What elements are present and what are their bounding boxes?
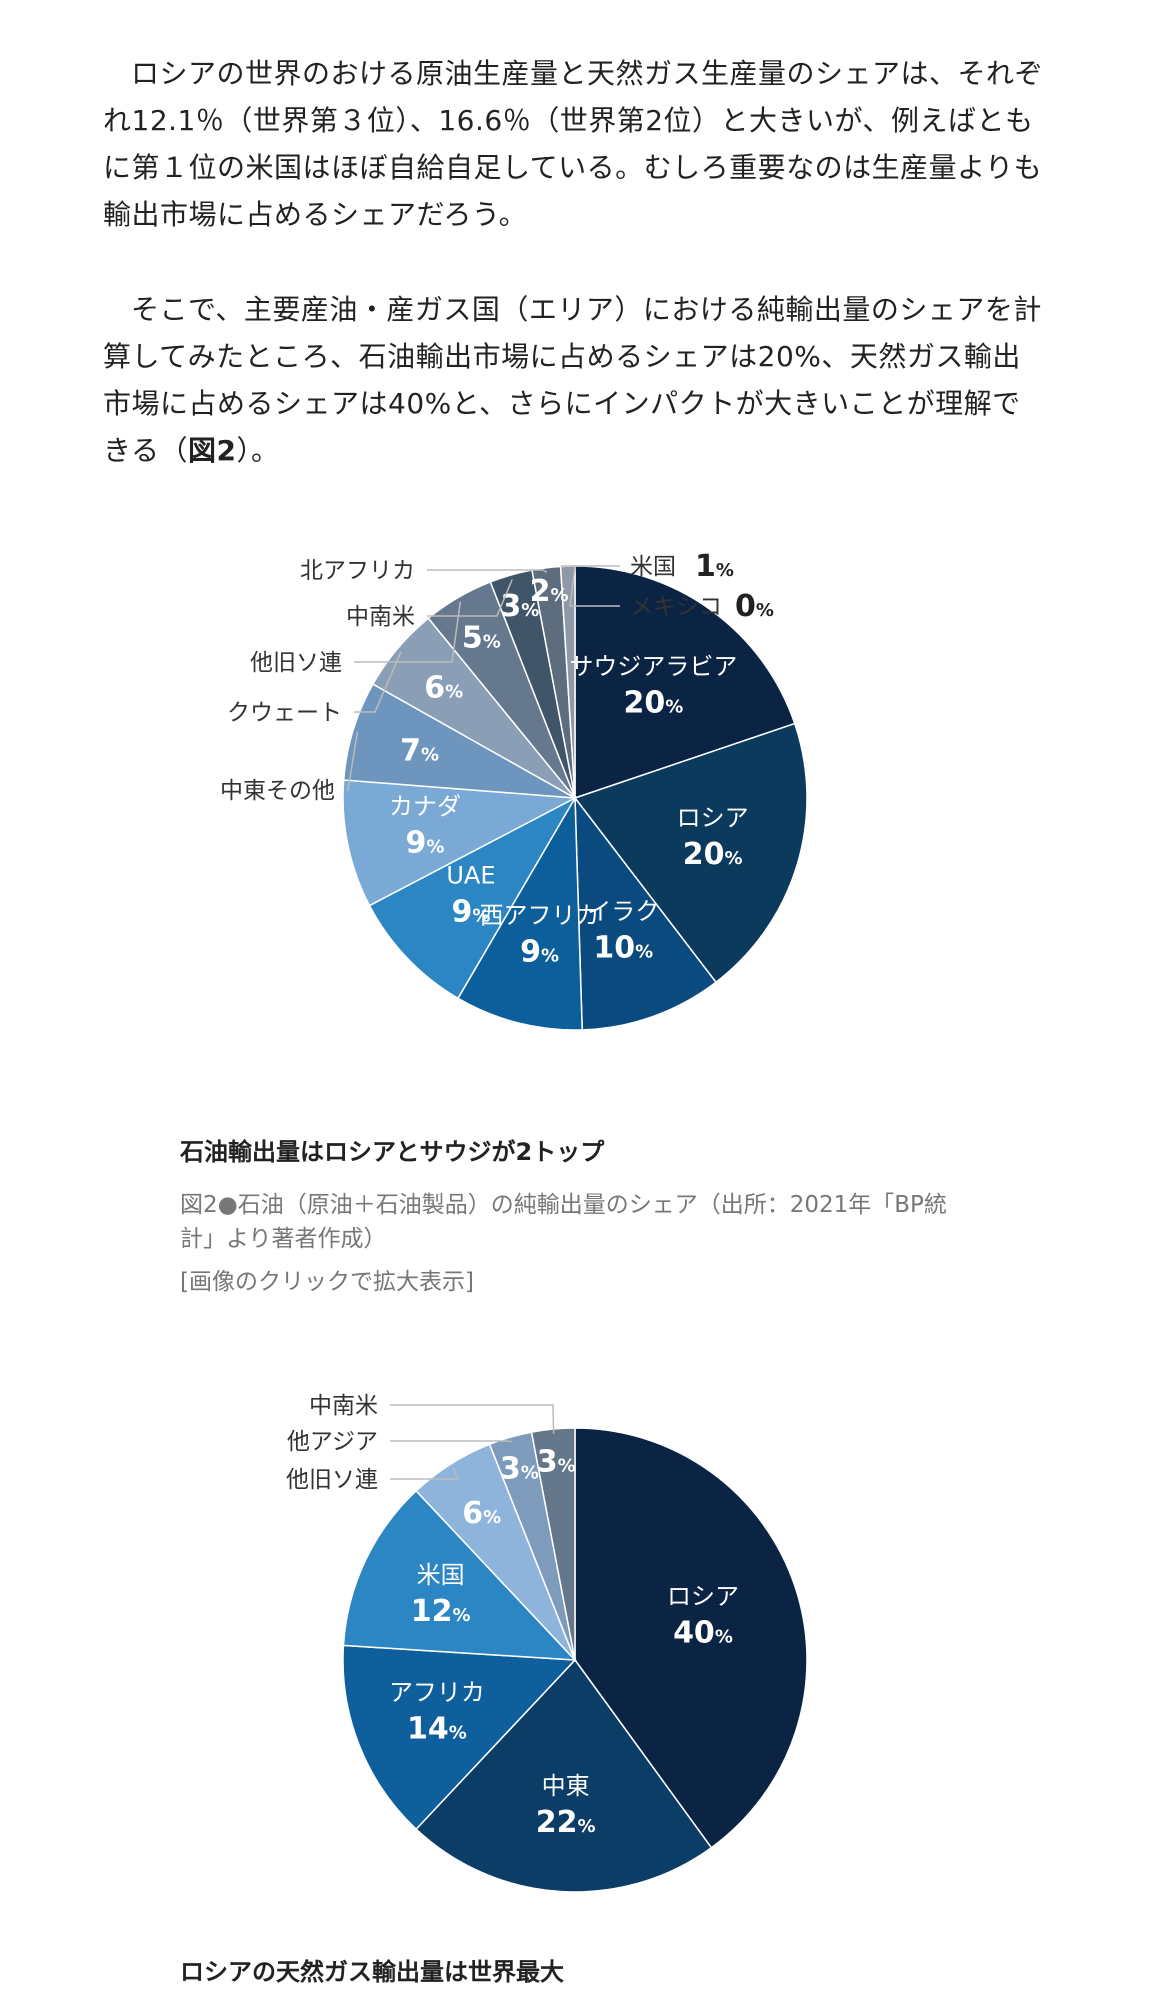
slice-name-label: UAE xyxy=(446,861,495,889)
pie-slice-2[interactable] xyxy=(574,795,718,1031)
slice-name-label: カナダ xyxy=(389,793,461,821)
outside-name-label: 中東その他 xyxy=(220,778,335,804)
slice-name-label: アフリカ xyxy=(389,1679,485,1707)
leader-line xyxy=(390,1440,512,1443)
slice-name-label: ロシア xyxy=(677,804,749,832)
outside-name-label: 他旧ソ連 xyxy=(250,650,342,676)
outside-name-label: 他旧ソ連 xyxy=(286,1467,378,1493)
paragraph-2-text: そこで、主要産油・産ガス国（エリア）における純輸出量のシェアを計算してみたところ… xyxy=(103,293,1042,467)
leader-line xyxy=(390,1404,555,1434)
outside-value-label: 1% xyxy=(695,549,734,584)
pie-slice-3[interactable] xyxy=(342,1489,577,1661)
slice-name-label: 西アフリカ xyxy=(480,901,600,929)
slice-name-label: 米国 xyxy=(417,1561,465,1589)
leader-line xyxy=(347,731,359,791)
slice-name-label: イラク xyxy=(587,898,659,926)
slice-value-label: 12% xyxy=(411,1594,471,1629)
pie-labels: サウジアラビア20%ロシア20%イラク10%西アフリカ9%UAE9%カナダ9%7… xyxy=(220,549,774,969)
slice-name-label: ロシア xyxy=(667,1582,739,1610)
outside-name-label: 中南米 xyxy=(346,604,415,630)
oil-export-pie: サウジアラビア20%ロシア20%イラク10%西アフリカ9%UAE9%カナダ9%7… xyxy=(220,549,808,1031)
figure-ref-close: ）。 xyxy=(236,434,280,467)
pie-slice-1[interactable] xyxy=(573,722,808,984)
leader-line xyxy=(354,601,462,663)
figure-ref-open: （ xyxy=(159,434,188,467)
outside-name-label: 中南米 xyxy=(309,1393,378,1419)
slice-name-label: 中東 xyxy=(542,1772,590,1800)
figure-1-caption: 図2●石油（原油＋石油製品）の純輸出量のシェア（出所：2021年「BP統計」より… xyxy=(180,1192,947,1252)
slice-value-label: 10% xyxy=(593,931,653,966)
oil-export-chart[interactable]: サウジアラビア 20% ロシア 20% イラク 10% 西アフリカ 9% UAE 9% カナダ 9% 7… xyxy=(0,520,1171,1100)
pie-slice-4[interactable] xyxy=(368,796,577,1000)
article-paragraph-1: ロシアの世界のおける原油生産量と天然ガス生産量のシェアは、それぞれ12.1％（世… xyxy=(103,57,1044,231)
figure-1-caption-title: 石油輸出量はロシアとサウジが2トップ xyxy=(180,1138,605,1166)
figure-2-caption-title: ロシアの天然ガス輸出量は世界最大 xyxy=(180,1958,564,1986)
pie-slice-1[interactable] xyxy=(415,1658,713,1893)
outside-name-label: 他アジア xyxy=(287,1429,378,1455)
slice-name-label: サウジアラビア xyxy=(569,653,737,681)
figure-ref[interactable]: 図2 xyxy=(187,434,237,467)
leader-line xyxy=(354,651,402,713)
leader-line xyxy=(427,569,548,574)
outside-name-label: 米国 xyxy=(630,554,676,580)
slice-value-label: 6% xyxy=(462,1496,501,1531)
pie-slice-0[interactable] xyxy=(574,565,796,800)
pie-slice-5[interactable] xyxy=(342,779,578,907)
pie-slice-0[interactable] xyxy=(574,1427,808,1849)
pie-slices xyxy=(342,1427,808,1893)
leader-line xyxy=(390,1467,460,1480)
leader-line xyxy=(427,579,513,617)
pie-slice-3[interactable] xyxy=(456,795,583,1031)
enlarge-image-link[interactable]: [画像のクリックで拡大表示] xyxy=(180,1269,474,1295)
article-paragraph-2: そこで、主要産油・産ガス国（エリア）における純輸出量のシェアを計算してみたところ… xyxy=(103,286,1043,474)
outside-value-label: 0% xyxy=(735,589,774,624)
pie-slice-2[interactable] xyxy=(342,1644,577,1831)
pie-slices xyxy=(342,565,808,1031)
outside-name-label: メキシコ xyxy=(630,594,722,620)
gas-export-chart[interactable]: ロシア 40% 中東 22% アフリカ 14% 米国 12% 6% 他旧ソ連 3% 他アジア 3% 中南米 xyxy=(0,1375,1171,1935)
slice-value-label: 3% xyxy=(537,1444,576,1479)
leader-line xyxy=(569,565,620,607)
outside-name-label: クウェート xyxy=(227,700,342,726)
outside-name-label: 北アフリカ xyxy=(300,558,415,584)
slice-value-label: 9% xyxy=(451,894,490,929)
